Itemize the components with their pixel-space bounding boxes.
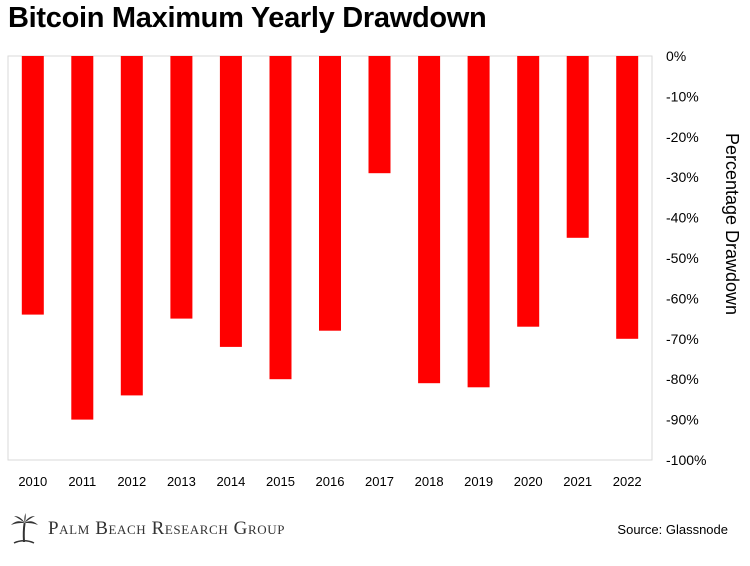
bar-chart: 2010 2011 2012 2013 2014 2015 2016 2017 2018 2019…: [7, 48, 742, 489]
bar-2022: [616, 56, 639, 339]
source-note: Source: Glassnode: [617, 522, 728, 537]
x-tick-label: 2019: [464, 474, 493, 489]
bar-2012: [120, 56, 143, 396]
bar-2014: [219, 56, 242, 347]
brand-footer: Palm Beach Research Group: [8, 512, 285, 546]
x-tick-label: 2011: [68, 474, 96, 489]
brand-name: Palm Beach Research Group: [48, 518, 286, 539]
bar-2015: [269, 56, 292, 380]
bar-2021: [566, 56, 589, 238]
bar-2013: [170, 56, 193, 319]
x-tick-label: 2021: [563, 474, 592, 489]
x-tick-label: 2017: [365, 474, 394, 489]
y-tick-label: -70%: [666, 331, 699, 347]
y-tick-label: -80%: [666, 371, 699, 387]
palm-tree-logo-icon: [11, 513, 38, 544]
chart-title: Bitcoin Maximum Yearly Drawdown: [8, 2, 487, 34]
bar-2018: [418, 56, 441, 384]
y-tick-label: -20%: [666, 129, 699, 145]
y-tick-label: -90%: [666, 412, 699, 428]
x-tick-label: 2018: [415, 474, 444, 489]
x-tick-label: 2012: [117, 474, 146, 489]
y-tick-label: -30%: [666, 169, 699, 185]
x-tick-label: 2010: [18, 474, 47, 489]
x-tick-label: 2020: [514, 474, 543, 489]
y-tick-label: 0%: [666, 48, 686, 64]
bar-2011: [71, 56, 94, 420]
bar-2017: [368, 56, 391, 174]
bar-2010: [21, 56, 44, 315]
bar-2020: [517, 56, 540, 327]
x-tick-label: 2016: [316, 474, 345, 489]
bar-2019: [467, 56, 490, 388]
y-tick-label: -100%: [666, 452, 706, 468]
y-tick-label: -40%: [666, 210, 699, 226]
y-tick-label: -50%: [666, 250, 699, 266]
x-tick-label: 2015: [266, 474, 295, 489]
x-tick-label: 2022: [613, 474, 642, 489]
y-tick-label: -60%: [666, 290, 699, 306]
y-tick-label: -10%: [666, 88, 699, 104]
x-tick-label: 2014: [216, 474, 245, 489]
y-axis-label: Percentage Drawdown: [722, 133, 742, 315]
x-tick-label: 2013: [167, 474, 196, 489]
bar-2016: [319, 56, 341, 331]
